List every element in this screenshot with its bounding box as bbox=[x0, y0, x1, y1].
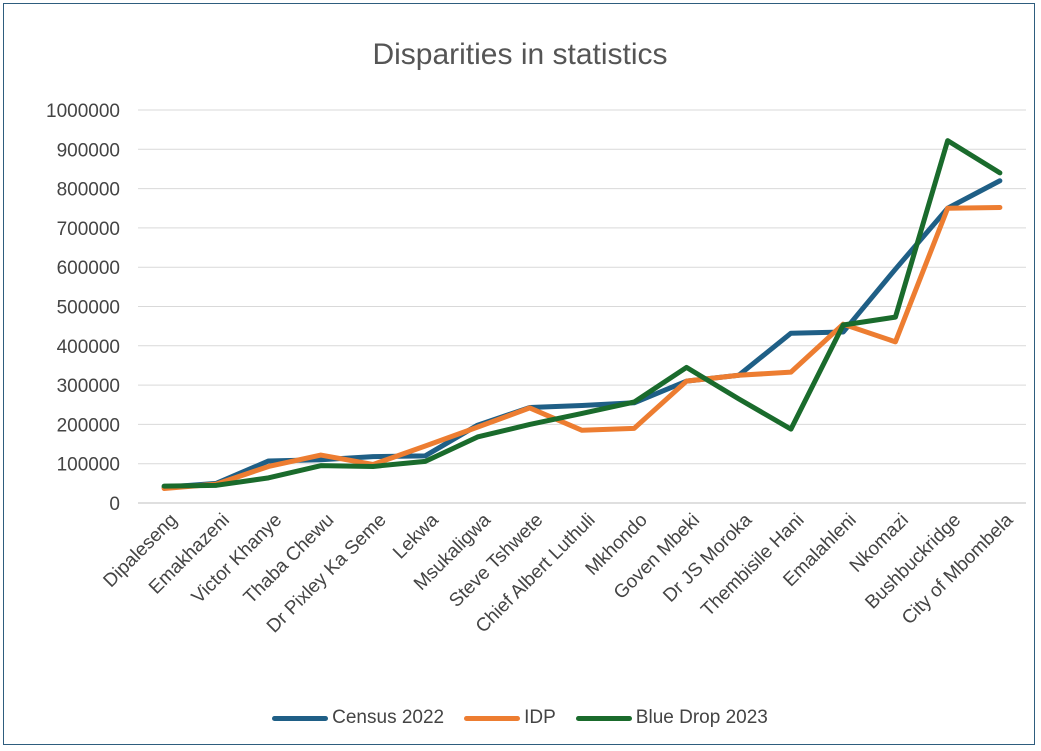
legend-item: IDP bbox=[464, 707, 556, 729]
line-chart: 0 100000 200000 300000 400000 500000 600000 700… bbox=[46, 101, 1026, 637]
legend-label: IDP bbox=[524, 707, 556, 728]
y-tick-label: 100000 bbox=[57, 455, 120, 476]
y-tick-label: 600000 bbox=[57, 258, 120, 279]
chart-legend: Census 2022 IDP Blue Drop 2023 bbox=[4, 707, 1036, 729]
chart-title: Disparities in statistics bbox=[372, 38, 668, 71]
y-tick-label: 0 bbox=[109, 494, 120, 515]
y-tick-label: 700000 bbox=[57, 219, 120, 240]
legend-swatch bbox=[464, 715, 521, 721]
x-tick-label: Steve Tshwete bbox=[445, 510, 547, 612]
y-tick-label: 1000000 bbox=[46, 101, 120, 122]
legend-swatch bbox=[575, 715, 632, 721]
legend-item: Census 2022 bbox=[272, 707, 444, 729]
y-tick-label: 300000 bbox=[57, 376, 120, 397]
series-line-idp bbox=[161, 204, 1003, 491]
series-line-blue-drop-2023 bbox=[161, 138, 1003, 489]
y-tick-label: 500000 bbox=[57, 298, 120, 319]
y-tick-label: 900000 bbox=[57, 140, 120, 161]
y-tick-label: 200000 bbox=[57, 415, 120, 436]
y-tick-label: 800000 bbox=[57, 180, 120, 201]
legend-label: Blue Drop 2023 bbox=[635, 707, 768, 728]
legend-swatch bbox=[272, 715, 329, 721]
chart-frame: Disparities in statistics 0 100000 200000 3… bbox=[3, 3, 1035, 745]
legend-label: Census 2022 bbox=[332, 707, 445, 728]
y-tick-label: 400000 bbox=[57, 337, 120, 358]
x-tick-label: Victor Khanye bbox=[188, 510, 286, 608]
legend-item: Blue Drop 2023 bbox=[575, 707, 768, 729]
x-tick-label: Thaba Chewu bbox=[240, 510, 338, 608]
